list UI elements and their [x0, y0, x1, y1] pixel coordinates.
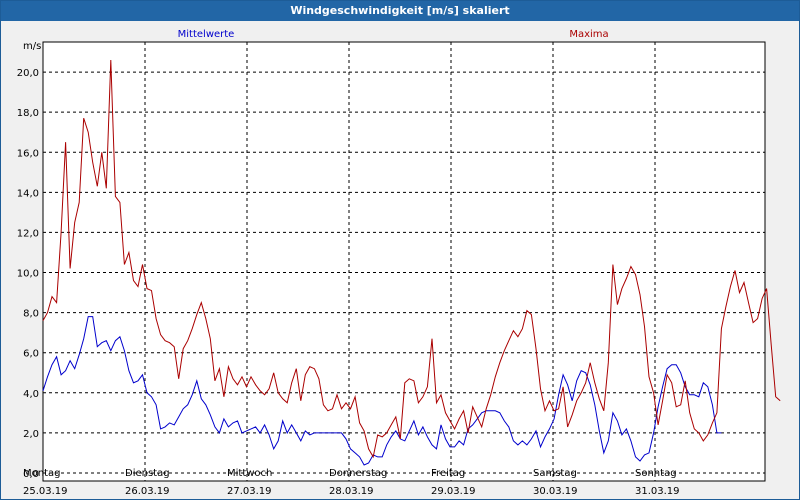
x-day-label: Samstag: [533, 468, 577, 479]
x-day-label: Donnerstag: [329, 468, 387, 479]
x-day-label: Sonntag: [635, 468, 677, 479]
y-tick-label: 0,0: [23, 469, 39, 480]
series-line-mittelwerte: [42, 316, 722, 466]
window-title: Windgeschwindigkeit [m/s] skaliert: [1, 1, 799, 21]
x-day-label: Dienstag: [125, 468, 170, 479]
y-axis-label: m/s: [23, 41, 41, 52]
y-tick-label: 6,0: [23, 349, 39, 360]
line-chart: m/s 0,0 2,0 4,0 6,0 8,0 10,0 12,0 14,0 16,0 18,0 2…: [17, 29, 781, 497]
x-date-label: 27.03.19: [227, 486, 272, 497]
y-tick-label: 12,0: [17, 228, 39, 239]
y-tick-label: 20,0: [17, 68, 39, 79]
y-tick-label: 10,0: [17, 269, 39, 280]
y-tick-label: 16,0: [17, 148, 39, 159]
x-day-label: Mittwoch: [227, 468, 272, 479]
y-tick-label: 8,0: [23, 309, 39, 320]
legend-label-maxima: Maxima: [569, 29, 608, 40]
series-line-maxima: [42, 59, 781, 459]
y-tick-label: 4,0: [23, 389, 39, 400]
x-date-label: 31.03.19: [635, 486, 680, 497]
x-date-label: 30.03.19: [533, 486, 578, 497]
x-date-label: 28.03.19: [329, 486, 374, 497]
legend-label-mittelwerte: Mittelwerte: [178, 29, 235, 40]
y-tick-label: 18,0: [17, 108, 39, 119]
y-tick-label: 2,0: [23, 429, 39, 440]
y-tick-label: 14,0: [17, 188, 39, 199]
x-date-label: 25.03.19: [23, 486, 68, 497]
x-date-label: 29.03.19: [431, 486, 476, 497]
x-date-label: 26.03.19: [125, 486, 170, 497]
x-day-label: Freitag: [431, 468, 465, 479]
x-day-label: Montag: [23, 468, 60, 479]
plot-area: [42, 41, 766, 482]
